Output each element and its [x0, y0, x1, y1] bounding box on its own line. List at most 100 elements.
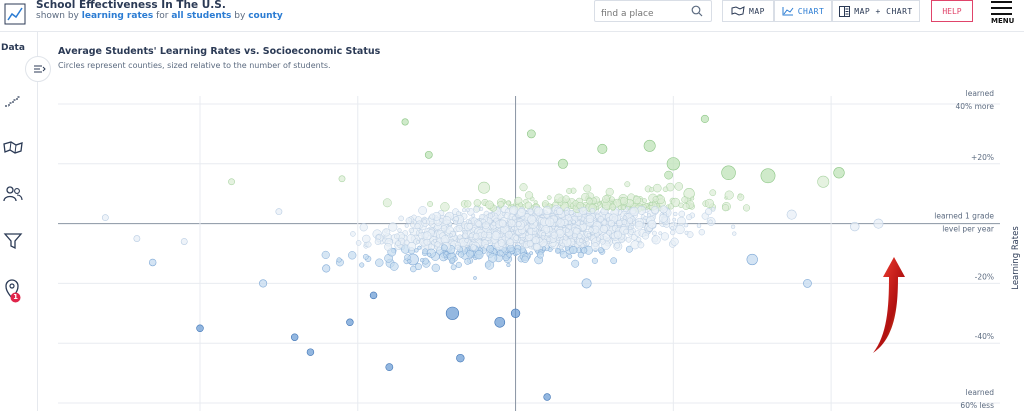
county-point[interactable] — [507, 244, 515, 253]
county-point[interactable] — [506, 252, 512, 258]
county-point[interactable] — [375, 258, 384, 267]
county-point[interactable] — [407, 259, 412, 264]
county-point[interactable] — [709, 189, 717, 197]
county-point[interactable] — [817, 175, 830, 188]
county-point[interactable] — [599, 238, 606, 245]
county-point[interactable] — [403, 239, 410, 246]
county-point[interactable] — [405, 217, 413, 224]
county-point[interactable] — [526, 129, 536, 139]
county-point[interactable] — [580, 243, 585, 248]
county-point[interactable] — [742, 204, 751, 212]
county-point[interactable] — [444, 251, 449, 256]
county-point[interactable] — [336, 257, 342, 263]
county-point[interactable] — [415, 240, 420, 244]
county-point[interactable] — [448, 233, 453, 238]
filter-steps-icon[interactable] — [2, 90, 24, 112]
county-point[interactable] — [462, 208, 467, 213]
county-point[interactable] — [721, 165, 736, 181]
county-point[interactable] — [346, 318, 354, 326]
county-point[interactable] — [622, 215, 628, 220]
county-point[interactable] — [627, 217, 634, 224]
county-point[interactable] — [540, 235, 546, 240]
county-point[interactable] — [674, 182, 684, 191]
county-point[interactable] — [527, 214, 537, 224]
county-point[interactable] — [455, 224, 463, 233]
search-icon[interactable] — [691, 5, 703, 17]
county-point[interactable] — [533, 200, 538, 205]
county-point[interactable] — [456, 353, 465, 363]
county-point[interactable] — [494, 316, 506, 328]
county-point[interactable] — [196, 324, 204, 332]
county-point[interactable] — [634, 220, 644, 230]
county-point[interactable] — [571, 259, 580, 268]
county-point[interactable] — [536, 251, 544, 259]
county-point[interactable] — [567, 220, 572, 225]
county-point[interactable] — [439, 217, 445, 223]
county-point[interactable] — [662, 186, 669, 193]
county-point[interactable] — [652, 196, 659, 203]
county-point[interactable] — [585, 214, 595, 223]
county-point[interactable] — [583, 184, 592, 193]
county-point[interactable] — [666, 157, 680, 171]
county-point[interactable] — [350, 231, 356, 237]
county-point[interactable] — [629, 206, 639, 217]
county-point[interactable] — [579, 206, 588, 215]
county-point[interactable] — [690, 196, 695, 201]
county-point[interactable] — [517, 208, 526, 217]
county-point[interactable] — [641, 198, 647, 204]
county-point[interactable] — [737, 193, 745, 201]
county-point[interactable] — [545, 217, 555, 227]
county-point[interactable] — [673, 211, 678, 217]
county-point[interactable] — [462, 232, 469, 239]
county-point[interactable] — [651, 230, 657, 236]
county-point[interactable] — [647, 219, 657, 229]
county-point[interactable] — [515, 221, 522, 227]
county-point[interactable] — [180, 238, 188, 245]
county-point[interactable] — [449, 257, 456, 264]
county-point[interactable] — [646, 213, 652, 218]
county-point[interactable] — [512, 215, 517, 221]
county-point[interactable] — [564, 210, 570, 216]
county-point[interactable] — [148, 258, 157, 267]
county-point[interactable] — [398, 215, 404, 222]
people-icon[interactable] — [2, 183, 24, 205]
county-point[interactable] — [306, 348, 315, 356]
county-point[interactable] — [746, 253, 758, 266]
county-point[interactable] — [586, 197, 593, 205]
app-logo-icon[interactable] — [4, 3, 26, 25]
county-point[interactable] — [658, 213, 668, 223]
county-point[interactable] — [427, 252, 432, 257]
county-point[interactable] — [590, 242, 600, 251]
county-point[interactable] — [556, 218, 565, 227]
county-point[interactable] — [664, 170, 673, 180]
county-point[interactable] — [395, 240, 401, 247]
county-point[interactable] — [471, 213, 476, 218]
county-point[interactable] — [505, 200, 511, 206]
county-point[interactable] — [554, 193, 564, 203]
county-point[interactable] — [686, 214, 693, 221]
county-point[interactable] — [850, 221, 860, 232]
county-point[interactable] — [649, 187, 655, 193]
subtitle-region-link[interactable]: county — [248, 11, 283, 21]
county-point[interactable] — [651, 235, 661, 245]
county-point[interactable] — [374, 238, 382, 245]
county-point[interactable] — [613, 230, 622, 239]
county-point[interactable] — [228, 178, 235, 186]
county-point[interactable] — [724, 190, 734, 200]
county-point[interactable] — [519, 183, 528, 192]
county-point[interactable] — [487, 213, 494, 219]
county-point[interactable] — [670, 237, 679, 246]
county-point[interactable] — [486, 245, 494, 253]
county-point[interactable] — [474, 250, 484, 260]
county-point[interactable] — [418, 229, 423, 234]
county-point[interactable] — [526, 240, 534, 248]
county-point[interactable] — [577, 251, 584, 259]
county-point[interactable] — [431, 263, 440, 273]
map-icon[interactable] — [2, 136, 24, 158]
county-point[interactable] — [514, 248, 521, 256]
county-point[interactable] — [498, 219, 507, 228]
county-point[interactable] — [599, 224, 608, 234]
county-point[interactable] — [643, 139, 656, 152]
county-point[interactable] — [541, 246, 547, 251]
